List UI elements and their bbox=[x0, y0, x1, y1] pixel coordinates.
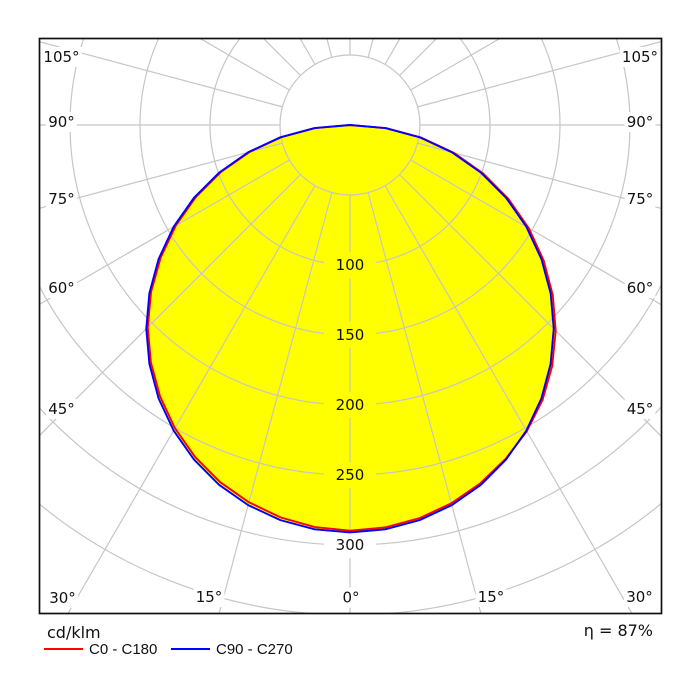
radial-tick-200: 200 bbox=[336, 396, 365, 414]
legend-line-c0-c180 bbox=[44, 648, 83, 650]
angle-tick-left-90-mask bbox=[46, 112, 77, 132]
angle-tick-left-60-mask bbox=[46, 278, 77, 298]
grid-spoke-75 bbox=[417, 142, 662, 210]
angle-tick-left-30-mask bbox=[47, 588, 78, 608]
angle-tick-right-60-mask bbox=[624, 278, 656, 298]
grid-spoke-105 bbox=[417, 40, 662, 108]
grid-spoke-45 bbox=[399, 174, 662, 438]
grid-spoke-330 bbox=[67, 185, 316, 614]
angle-tick-left-105: 105° bbox=[43, 48, 79, 66]
angle-tick-left-75: 75° bbox=[48, 190, 75, 208]
grid-spoke-300 bbox=[39, 159, 290, 305]
angle-tick-left-45: 45° bbox=[48, 400, 75, 418]
grid-spoke-345 bbox=[218, 192, 333, 614]
radial-tick-200-mask bbox=[324, 392, 376, 418]
angle-tick-left-90: 90° bbox=[48, 113, 75, 131]
radial-tick-250-mask bbox=[324, 462, 376, 488]
angle-tick-0: 0° bbox=[342, 589, 359, 607]
angle-tick-right-30: 30° bbox=[626, 588, 653, 606]
plot-labels: 100 150 200 250 300 105° 105° 90° 90° 75° 75° 60° 60… bbox=[41, 47, 661, 608]
grid-spoke-15 bbox=[367, 192, 482, 614]
radial-tick-250: 250 bbox=[336, 466, 365, 484]
radial-tick-100-mask bbox=[324, 252, 376, 278]
angle-tick-right-15: 15° bbox=[478, 588, 505, 606]
angle-tick-left-75-mask bbox=[46, 189, 77, 209]
radial-tick-100: 100 bbox=[336, 256, 365, 274]
angle-tick-left-105-mask bbox=[41, 47, 82, 67]
angle-tick-left-30: 30° bbox=[49, 589, 76, 607]
plot-frame bbox=[38, 37, 663, 615]
grid-spoke-315 bbox=[39, 174, 301, 437]
curve-c90-c270 bbox=[145, 124, 555, 534]
curve-c0-c180 bbox=[146, 124, 557, 532]
legend-line-c90-c270 bbox=[171, 648, 210, 650]
unit-label: cd/klm bbox=[47, 623, 101, 642]
angle-tick-right-45: 45° bbox=[627, 400, 654, 418]
angle-tick-right-90-mask bbox=[624, 112, 656, 132]
radial-tick-150: 150 bbox=[336, 326, 365, 344]
angle-tick-right-60: 60° bbox=[627, 279, 654, 297]
grid-spoke-30 bbox=[384, 185, 633, 614]
angle-tick-right-15-mask bbox=[475, 587, 507, 607]
radial-tick-300: 300 bbox=[336, 536, 365, 554]
angle-tick-left-45-mask bbox=[46, 399, 77, 419]
efficiency-label: η = 87% bbox=[583, 621, 653, 640]
radial-tick-150-mask bbox=[324, 322, 376, 348]
grid-spoke-60 bbox=[410, 159, 662, 306]
angle-tick-left-60: 60° bbox=[48, 279, 75, 297]
angle-tick-right-105: 105° bbox=[622, 48, 658, 66]
angle-tick-right-75-mask bbox=[624, 189, 656, 209]
angle-tick-0-mask bbox=[340, 587, 362, 608]
grid-spoke-285 bbox=[39, 142, 283, 209]
radial-tick-300-mask bbox=[324, 532, 376, 558]
angle-tick-right-30-mask bbox=[624, 587, 655, 607]
angle-tick-right-75: 75° bbox=[627, 190, 654, 208]
angle-tick-left-15-mask bbox=[193, 587, 225, 607]
angle-tick-right-105-mask bbox=[619, 47, 661, 67]
angle-tick-right-45-mask bbox=[624, 399, 656, 419]
angle-tick-left-15: 15° bbox=[196, 588, 223, 606]
angle-tick-right-90: 90° bbox=[627, 113, 654, 131]
grid-spoke-255 bbox=[39, 41, 283, 108]
legend-label-c0-c180: C0 - C180 bbox=[89, 641, 158, 658]
legend-label-c90-c270: C90 - C270 bbox=[216, 641, 293, 658]
